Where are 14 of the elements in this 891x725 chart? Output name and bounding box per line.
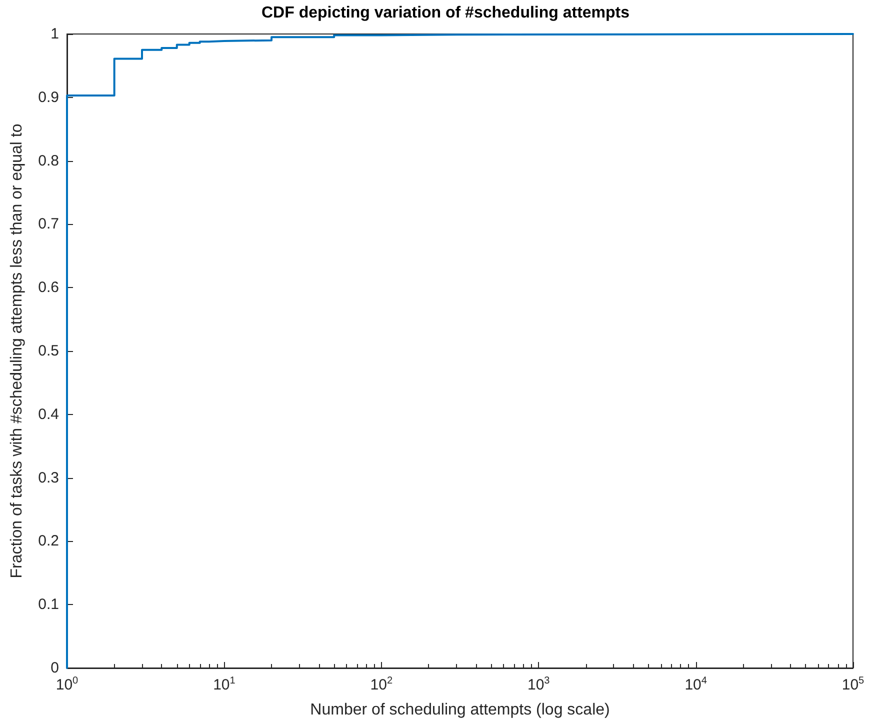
y-tick-label: 0.1: [38, 596, 59, 614]
y-tick-label: 0.9: [38, 88, 59, 106]
y-tick-label: 0.7: [38, 216, 59, 233]
y-tick-label: 0.2: [38, 532, 59, 550]
x-axis-title: Number of scheduling attempts (log scale): [310, 702, 610, 718]
chart-title: CDF depicting variation of #scheduling attempts: [261, 4, 630, 22]
y-tick-label: 0.3: [38, 469, 59, 486]
y-tick-label: 0.4: [38, 406, 59, 423]
y-tick-label: 1: [50, 26, 59, 42]
y-tick-label: 0.8: [38, 152, 59, 170]
y-tick-label: 0: [50, 660, 59, 676]
y-axis-title: Fraction of tasks with #scheduling attempts less than or equal to: [8, 124, 26, 578]
y-tick-label: 0.5: [38, 342, 59, 360]
y-tick-label: 0.6: [38, 279, 59, 296]
